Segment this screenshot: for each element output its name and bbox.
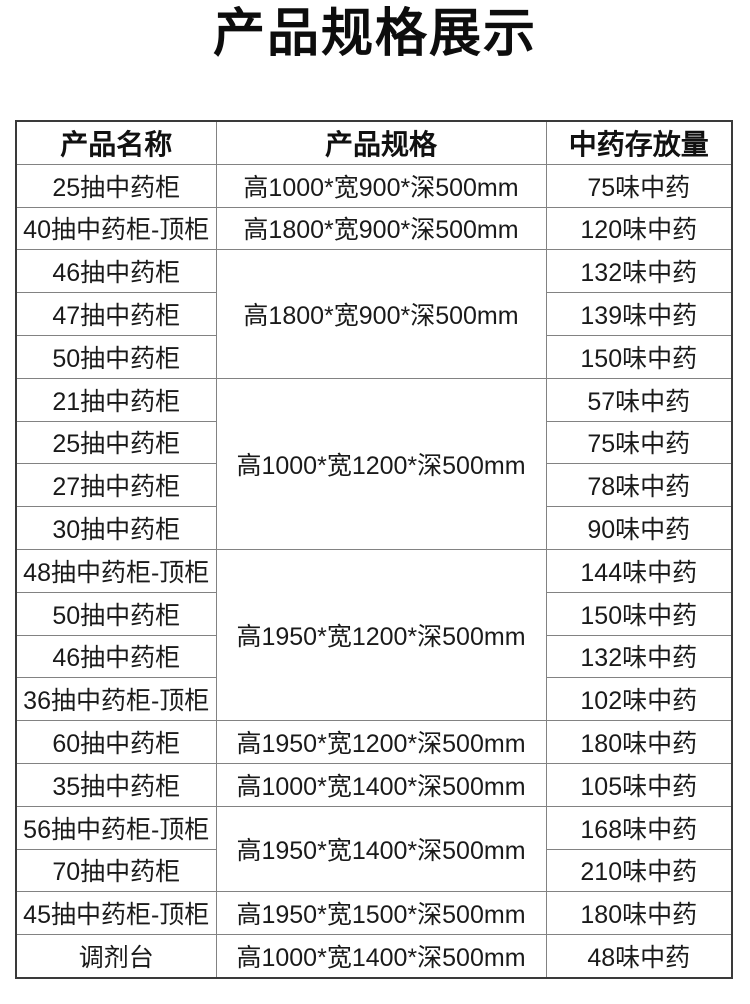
storage-capacity-cell: 105味中药: [545, 762, 733, 807]
product-spec-cell: 高1800*宽900*深500mm: [215, 249, 547, 379]
table-row: 70抽中药柜 210味中药: [15, 848, 733, 893]
table-row: 36抽中药柜-顶柜 102味中药: [15, 677, 733, 722]
product-name-cell: 35抽中药柜: [15, 762, 217, 807]
product-name-cell: 27抽中药柜: [15, 463, 217, 508]
table-row: 47抽中药柜 139味中药: [15, 292, 733, 336]
product-name-cell: 40抽中药柜-顶柜: [15, 206, 217, 251]
column-header-storage-capacity: 中药存放量: [545, 120, 733, 165]
product-spec-table: 产品名称 产品规格 中药存放量 25抽中药柜 高1000*宽900*深500mm…: [15, 120, 733, 979]
product-spec-cell: 高1950*宽1500*深500mm: [215, 891, 547, 936]
storage-capacity-cell: 210味中药: [545, 848, 733, 893]
storage-capacity-cell: 120味中药: [545, 206, 733, 251]
product-name-cell: 46抽中药柜: [15, 634, 217, 679]
table-row: 60抽中药柜 高1950*宽1200*深500mm 180味中药: [15, 720, 733, 764]
product-name-cell: 调剂台: [15, 934, 217, 979]
table-row: 46抽中药柜 132味中药: [15, 634, 733, 679]
product-spec-cell: 高1950*宽1400*深500mm: [215, 805, 547, 893]
product-spec-cell: 高1800*宽900*深500mm: [215, 206, 547, 251]
table-row: 35抽中药柜 高1000*宽1400*深500mm 105味中药: [15, 762, 733, 807]
storage-capacity-cell: 90味中药: [545, 506, 733, 550]
storage-capacity-cell: 150味中药: [545, 334, 733, 379]
storage-capacity-cell: 168味中药: [545, 805, 733, 850]
storage-capacity-cell: 132味中药: [545, 249, 733, 294]
storage-capacity-cell: 75味中药: [545, 420, 733, 465]
product-name-cell: 56抽中药柜-顶柜: [15, 805, 217, 850]
storage-capacity-cell: 180味中药: [545, 891, 733, 936]
product-name-cell: 25抽中药柜: [15, 163, 217, 208]
product-spec-cell: 高1000*宽1400*深500mm: [215, 762, 547, 807]
storage-capacity-cell: 75味中药: [545, 163, 733, 208]
storage-capacity-cell: 132味中药: [545, 634, 733, 679]
product-spec-cell: 高1000*宽1400*深500mm: [215, 934, 547, 979]
table-row: 30抽中药柜 90味中药: [15, 506, 733, 550]
storage-capacity-cell: 150味中药: [545, 591, 733, 636]
table-header-row: 产品名称 产品规格 中药存放量: [15, 120, 733, 165]
product-name-cell: 25抽中药柜: [15, 420, 217, 465]
product-name-cell: 45抽中药柜-顶柜: [15, 891, 217, 936]
table-row: 48抽中药柜-顶柜 高1950*宽1200*深500mm 144味中药: [15, 548, 733, 722]
product-name-cell: 50抽中药柜: [15, 334, 217, 379]
product-spec-cell: 高1950*宽1200*深500mm: [215, 720, 547, 764]
storage-capacity-cell: 78味中药: [545, 463, 733, 508]
storage-capacity-cell: 102味中药: [545, 677, 733, 722]
product-name-cell: 21抽中药柜: [15, 377, 217, 422]
product-name-cell: 30抽中药柜: [15, 506, 217, 550]
storage-capacity-cell: 144味中药: [545, 548, 733, 593]
table-row: 40抽中药柜-顶柜 高1800*宽900*深500mm 120味中药: [15, 206, 733, 251]
column-header-product-name: 产品名称: [15, 120, 217, 165]
table-row: 调剂台 高1000*宽1400*深500mm 48味中药: [15, 934, 733, 979]
product-name-cell: 47抽中药柜: [15, 292, 217, 336]
page-title: 产品规格展示: [212, 5, 537, 63]
storage-capacity-cell: 180味中药: [545, 720, 733, 764]
product-spec-cell: 高1950*宽1200*深500mm: [215, 548, 547, 722]
storage-capacity-cell: 57味中药: [545, 377, 733, 422]
table-row: 25抽中药柜 高1000*宽900*深500mm 75味中药: [15, 163, 733, 208]
table-row: 56抽中药柜-顶柜 高1950*宽1400*深500mm 168味中药: [15, 805, 733, 893]
table-row: 45抽中药柜-顶柜 高1950*宽1500*深500mm 180味中药: [15, 891, 733, 936]
product-name-cell: 70抽中药柜: [15, 848, 217, 893]
table-row: 46抽中药柜 高1800*宽900*深500mm 132味中药: [15, 249, 733, 379]
product-spec-cell: 高1000*宽900*深500mm: [215, 163, 547, 208]
table-row: 21抽中药柜 高1000*宽1200*深500mm 57味中药: [15, 377, 733, 550]
product-name-cell: 60抽中药柜: [15, 720, 217, 764]
product-name-cell: 36抽中药柜-顶柜: [15, 677, 217, 722]
product-name-cell: 46抽中药柜: [15, 249, 217, 294]
column-header-product-spec: 产品规格: [215, 120, 547, 165]
product-name-cell: 50抽中药柜: [15, 591, 217, 636]
product-spec-cell: 高1000*宽1200*深500mm: [215, 377, 547, 550]
storage-capacity-cell: 139味中药: [545, 292, 733, 336]
table-row: 50抽中药柜 150味中药: [15, 591, 733, 636]
product-name-cell: 48抽中药柜-顶柜: [15, 548, 217, 593]
storage-capacity-cell: 48味中药: [545, 934, 733, 979]
